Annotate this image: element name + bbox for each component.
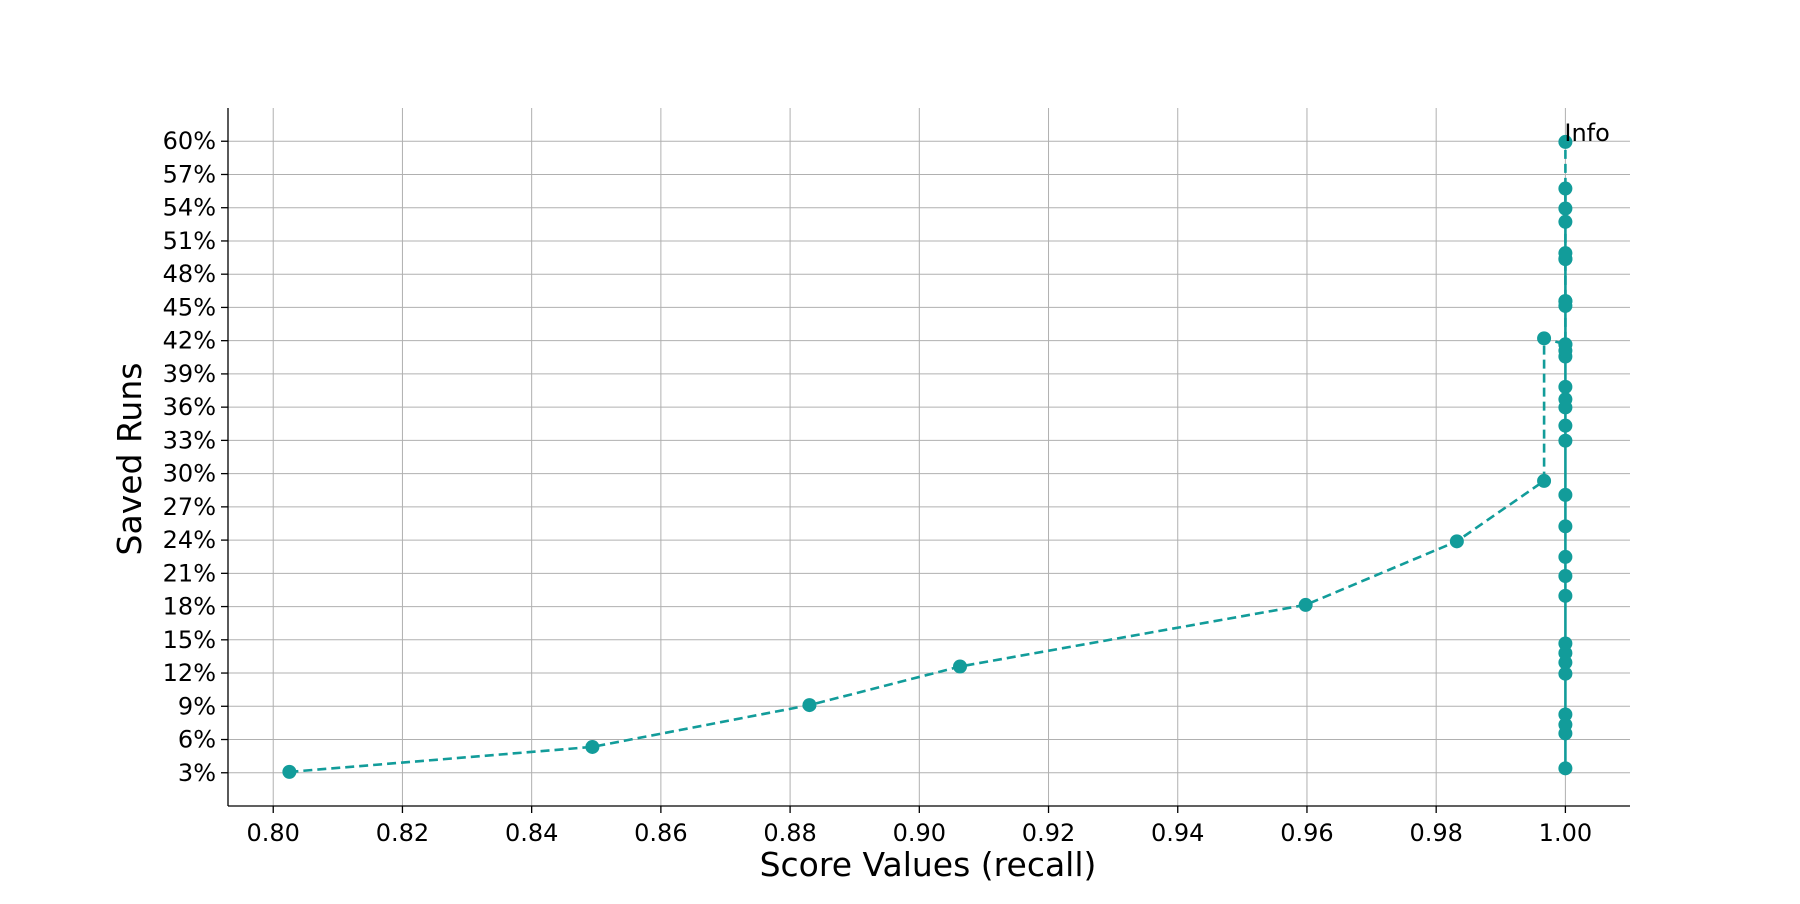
- data-point: [1558, 761, 1573, 776]
- data-point: [1558, 636, 1573, 651]
- x-tick-label: 0.98: [1409, 819, 1462, 847]
- x-tick-label: 0.92: [1022, 819, 1075, 847]
- data-point: [1537, 473, 1552, 488]
- y-tick-label: 36%: [163, 393, 216, 421]
- y-tick-label: 21%: [163, 559, 216, 587]
- data-point: [1558, 201, 1573, 216]
- data-point: [585, 739, 600, 754]
- data-point: [1558, 418, 1573, 433]
- annotations: Info: [1564, 119, 1609, 147]
- y-tick-label: 15%: [163, 626, 216, 654]
- x-axis-ticks: 0.80 0.82 0.84 0.86 0.88 0.90 0.92 0.94 0.96 0.98…: [247, 806, 1592, 847]
- grid-layer: [228, 108, 1630, 806]
- data-point: [1558, 246, 1573, 261]
- y-tick-label: 24%: [163, 526, 216, 554]
- data-point: [1558, 433, 1573, 448]
- annotation-label: Info: [1564, 119, 1609, 147]
- dashed-series-line: [289, 141, 1567, 774]
- x-tick-label: 0.88: [763, 819, 816, 847]
- data-point: [1558, 568, 1573, 583]
- y-tick-label: 30%: [163, 460, 216, 488]
- data-point: [1558, 588, 1573, 603]
- data-point: [1558, 379, 1573, 394]
- data-point: [1558, 519, 1573, 534]
- y-tick-label: 27%: [163, 493, 216, 521]
- data-point: [1558, 294, 1573, 309]
- x-tick-label: 0.90: [893, 819, 946, 847]
- data-point: [1537, 331, 1552, 346]
- data-point: [953, 659, 968, 674]
- x-tick-label: 0.80: [247, 819, 300, 847]
- series-points: [282, 134, 1573, 779]
- y-tick-label: 51%: [163, 227, 216, 255]
- x-tick-label: 0.94: [1151, 819, 1204, 847]
- data-point: [1449, 534, 1464, 549]
- x-tick-label: 0.96: [1280, 819, 1333, 847]
- data-point: [1558, 487, 1573, 502]
- data-point: [282, 764, 297, 779]
- data-point: [1558, 707, 1573, 722]
- y-tick-label: 39%: [163, 360, 216, 388]
- data-point: [1298, 597, 1313, 612]
- data-point: [1558, 181, 1573, 196]
- data-point: [1558, 214, 1573, 229]
- data-point: [1558, 717, 1573, 732]
- y-tick-label: 45%: [163, 293, 216, 321]
- data-point: [1558, 666, 1573, 681]
- data-point: [1558, 134, 1573, 149]
- y-tick-label: 3%: [178, 759, 216, 787]
- x-tick-label: 0.86: [634, 819, 687, 847]
- x-tick-label: 0.84: [505, 819, 558, 847]
- x-tick-label: 1.00: [1539, 819, 1592, 847]
- y-axis-ticks: 3% 6% 9% 12% 15% 18% 21% 24% 27% 30% 33% 36% 39% 42% 4…: [163, 127, 228, 787]
- x-axis-label: Score Values (recall): [760, 845, 1097, 884]
- series-lines: [289, 141, 1567, 774]
- data-point: [1558, 392, 1573, 407]
- y-tick-label: 42%: [163, 327, 216, 355]
- y-tick-label: 60%: [163, 127, 216, 155]
- data-point: [1558, 337, 1573, 352]
- y-tick-label: 57%: [163, 160, 216, 188]
- data-point: [1558, 646, 1573, 661]
- axis-spines: [227, 108, 1630, 807]
- y-tick-label: 9%: [178, 692, 216, 720]
- y-tick-label: 54%: [163, 194, 216, 222]
- y-tick-label: 6%: [178, 726, 216, 754]
- y-tick-label: 33%: [163, 426, 216, 454]
- y-tick-label: 18%: [163, 593, 216, 621]
- y-tick-label: 48%: [163, 260, 216, 288]
- x-tick-label: 0.82: [376, 819, 429, 847]
- data-point: [802, 698, 817, 713]
- y-axis-label: Saved Runs: [110, 363, 149, 556]
- data-point: [1558, 549, 1573, 564]
- y-tick-label: 12%: [163, 659, 216, 687]
